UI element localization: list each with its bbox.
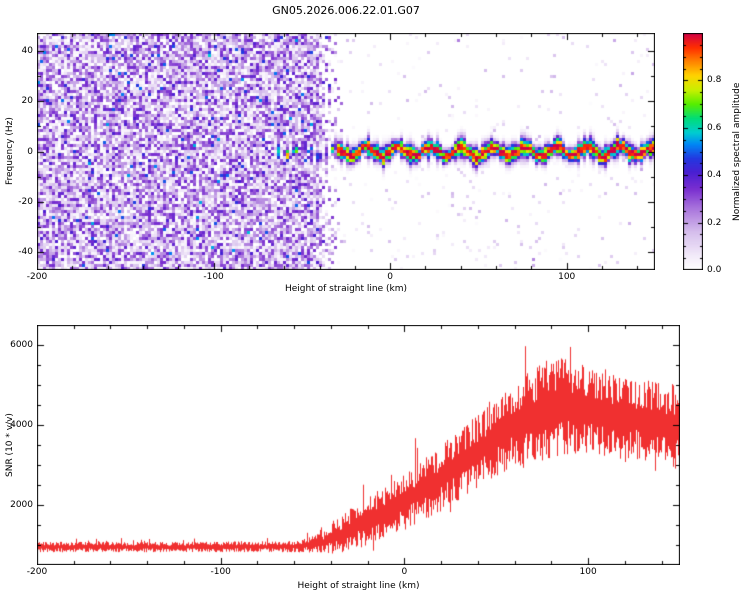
x-tick-label: 100	[558, 272, 576, 282]
snr-xlabel: Height of straight line (km)	[297, 581, 420, 591]
y-tick-label: -20	[18, 196, 33, 207]
colorbar-tick-label: 0.4	[707, 170, 722, 181]
snr-line-plot	[37, 325, 680, 565]
colorbar-tick-label: 0.6	[707, 122, 722, 133]
snr-ylabel: SNR (10 * v/v)	[5, 413, 15, 477]
x-tick-label: 0	[401, 567, 408, 577]
y-tick-label: 4000	[10, 420, 33, 430]
x-tick-label: -100	[210, 567, 231, 577]
chart-title: GN05.2026.006.22.01.G07	[272, 4, 420, 17]
x-tick-label: 0	[387, 272, 393, 282]
colorbar-label: Normalized spectral amplitude	[732, 82, 742, 221]
y-tick-label: 0	[27, 146, 33, 157]
x-tick-label: -200	[26, 567, 48, 577]
x-tick-label: -200	[26, 272, 48, 282]
colorbar-tick-label: 0.8	[707, 75, 722, 86]
colorbar	[683, 33, 703, 270]
x-tick-label: -100	[203, 272, 224, 282]
y-tick-label: 2000	[10, 500, 33, 510]
y-tick-label: -40	[18, 247, 33, 258]
colorbar-tick-label: 0.0	[707, 265, 722, 275]
x-tick-label: 100	[579, 567, 597, 577]
y-tick-label: 40	[21, 45, 33, 56]
y-tick-label: 6000	[10, 340, 33, 350]
colorbar-tick-label: 0.2	[707, 217, 722, 228]
y-tick-label: 20	[21, 96, 33, 107]
spectrogram-heatmap	[37, 33, 655, 270]
spectrogram-xlabel: Height of straight line (km)	[285, 284, 407, 294]
